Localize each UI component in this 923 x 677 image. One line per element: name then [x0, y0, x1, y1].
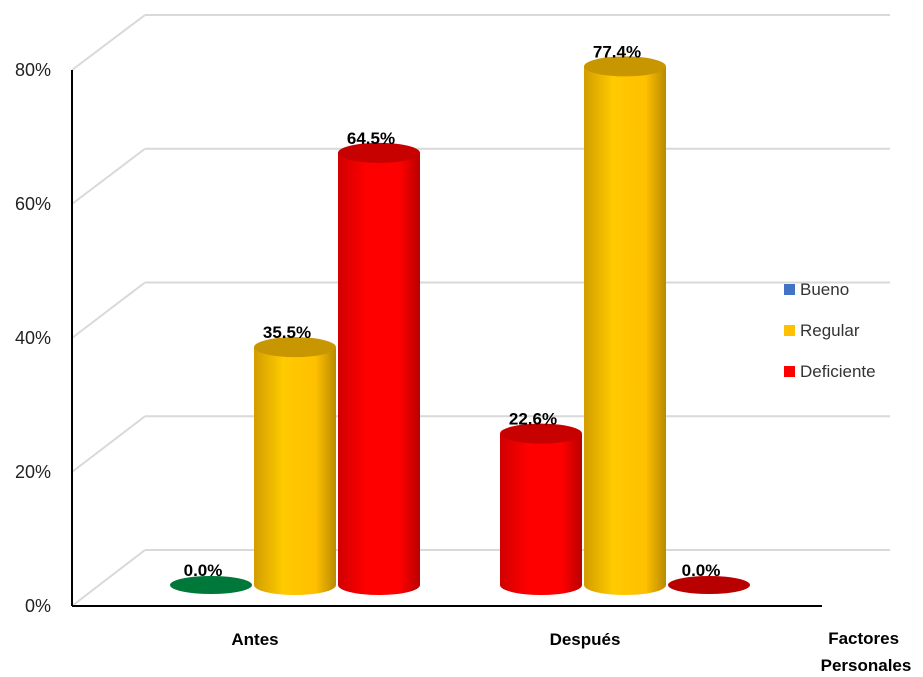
- bar: [338, 142, 420, 595]
- x-axis-title-line-1: Factores: [828, 629, 899, 648]
- bar-base: [170, 576, 252, 594]
- bar-base: [668, 576, 750, 594]
- gridline-depth: [71, 147, 146, 205]
- y-tick-label: 40%: [15, 328, 51, 348]
- gridline-depth: [71, 281, 146, 339]
- bar: [170, 576, 252, 594]
- bar: [500, 423, 582, 595]
- legend-item: Bueno: [784, 280, 849, 299]
- y-tick-label: 0%: [25, 596, 51, 616]
- bar-top: [584, 56, 666, 77]
- data-label: 22.6%: [509, 410, 557, 429]
- legend-label: Deficiente: [800, 362, 876, 381]
- legend-item: Deficiente: [784, 362, 876, 381]
- y-tick-labels: 0% 20% 40% 60% 80%: [15, 60, 51, 616]
- bar-top: [500, 423, 582, 444]
- bar: [254, 337, 336, 595]
- bar-body: [254, 347, 336, 595]
- data-label: 35.5%: [263, 323, 311, 342]
- gridline-depth: [71, 549, 146, 607]
- category-labels: Antes Después: [231, 630, 620, 649]
- legend-swatch: [784, 366, 795, 377]
- data-label: 77.4%: [593, 42, 641, 61]
- category-label: Antes: [231, 630, 278, 649]
- bar: [668, 576, 750, 594]
- bars: [170, 56, 750, 596]
- legend: Bueno Regular Deficiente: [784, 280, 876, 381]
- gridline-depth: [71, 415, 146, 473]
- legend-label: Regular: [800, 321, 860, 340]
- bar-body: [500, 433, 582, 595]
- y-tick-label: 60%: [15, 194, 51, 214]
- x-axis-title: Factores Personales: [821, 629, 912, 675]
- bar-body: [338, 152, 420, 595]
- bar-body: [584, 66, 666, 596]
- bar: [584, 56, 666, 596]
- category-label: Después: [550, 630, 621, 649]
- y-tick-label: 80%: [15, 60, 51, 80]
- legend-swatch: [784, 284, 795, 295]
- legend-item: Regular: [784, 321, 860, 340]
- x-axis-title-line-2: Personales: [821, 656, 912, 675]
- legend-label: Bueno: [800, 280, 849, 299]
- data-label: 0.0%: [682, 561, 721, 580]
- data-labels: 0.0% 22.6% 35.5% 77.4% 64.5% 0.0%: [184, 42, 721, 580]
- bar-top: [338, 142, 420, 163]
- data-label: 0.0%: [184, 561, 223, 580]
- axes: [71, 70, 822, 607]
- legend-swatch: [784, 325, 795, 336]
- y-tick-label: 20%: [15, 462, 51, 482]
- gridlines: [71, 14, 890, 607]
- gridline-depth: [71, 14, 146, 71]
- bar-top: [254, 337, 336, 358]
- data-label: 64.5%: [347, 129, 395, 148]
